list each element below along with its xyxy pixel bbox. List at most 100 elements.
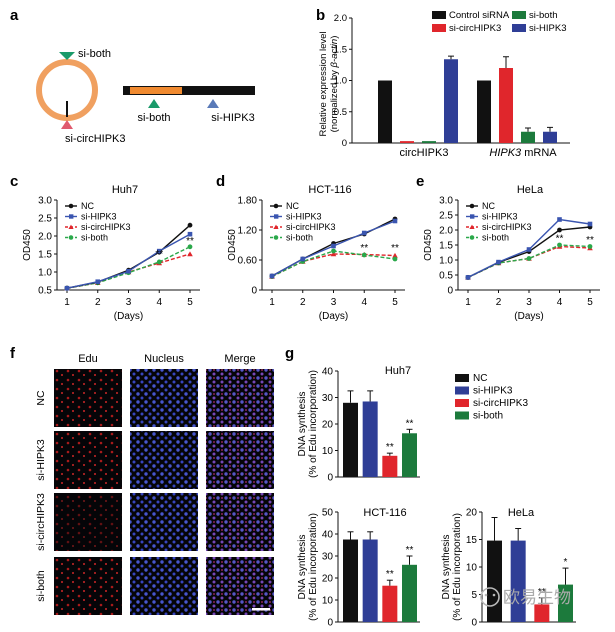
panel-f: f Edu Nucleus Merge NC si-HIPK3 si-circHIP… <box>10 345 274 615</box>
c-plot: 0.5 1.0 1.5 2.0 2.5 3.0 1 2 3 4 5 (Days) OD450 ** ** NC… <box>22 196 200 322</box>
point-si-circHIPK3 <box>392 252 398 258</box>
g-bar-si-circHIPK3 <box>382 585 398 622</box>
y-tick-label: 1.5 <box>439 241 453 252</box>
f-micrograph-cells <box>54 557 122 615</box>
point-si-both <box>361 252 367 258</box>
significance-marker: ** <box>406 418 414 429</box>
b-y-tick-label: 0.5 <box>334 107 347 118</box>
y-tick-label: 0.60 <box>238 256 258 267</box>
point-si-both <box>156 259 162 265</box>
legend-marker <box>469 235 475 240</box>
g-y-tick-label: 0 <box>327 473 333 484</box>
legend-marker <box>470 214 475 219</box>
b-bar-si-HIPK3 <box>444 59 458 143</box>
panel-a: a si-both si-circHIPK3 si-both si-HIPK3 <box>10 7 255 145</box>
y-tick-label: 2.0 <box>38 232 52 243</box>
e-plot: 0 0.5 1.0 1.5 2.0 2.5 3.0 1 2 3 4 5 (Days) OD450 ** ** N… <box>423 196 600 322</box>
panel-letter-b: b <box>316 7 325 24</box>
significance-marker: ** <box>386 569 394 580</box>
b-legend-label: si-both <box>529 10 558 21</box>
f-row-label: si-both <box>35 570 47 602</box>
panel-c: c Huh7 0.5 1.0 1.5 2.0 2.5 3.0 1 2 3 4 5 (Days) OD45… <box>10 173 200 322</box>
label-si-circhipk3: si-circHIPK3 <box>65 133 126 145</box>
legend-marker <box>469 203 475 209</box>
c-title: Huh7 <box>112 184 138 196</box>
b-ylabel-line1: Relative expression level <box>318 31 329 136</box>
f-col-nucleus: Nucleus <box>144 353 184 365</box>
g-legend-swatch <box>455 399 469 407</box>
g-bar-NC <box>343 402 358 477</box>
circ-exon-block <box>130 87 182 94</box>
x-tick-label: 2 <box>496 297 502 308</box>
significance-marker: ** <box>406 545 414 556</box>
point-si-both <box>392 256 398 262</box>
g-bar-NC <box>487 540 502 622</box>
panel-letter-d: d <box>216 173 225 190</box>
g-y-tick-label: 30 <box>322 552 334 563</box>
y-tick-label: 2.0 <box>439 226 453 237</box>
b-bar-si-circHIPK3 <box>499 68 513 143</box>
x-tick-label: 2 <box>300 297 306 308</box>
legend-marker <box>469 224 475 229</box>
b-legend-swatch <box>432 24 446 32</box>
legend-marker <box>273 235 279 240</box>
g-y-tick-label: 10 <box>322 596 334 607</box>
g-y-tick-label: 20 <box>322 574 334 585</box>
g-y-tick-label: 5 <box>471 590 477 601</box>
x-tick-label: 1 <box>465 297 471 308</box>
significance-marker: ** <box>538 587 546 598</box>
g-bar-si-both <box>402 433 417 477</box>
g-y-tick-label: 10 <box>322 446 334 457</box>
si-hipk3-marker-icon <box>207 99 219 108</box>
b-legend: Control siRNA si-circHIPK3 si-both si-HIPK3 <box>432 10 566 34</box>
g-bar-si-HIPK3 <box>362 401 378 477</box>
significance-marker: ** <box>360 243 368 254</box>
b-legend-label: si-HIPK3 <box>529 23 566 34</box>
point-si-HIPK3 <box>361 230 367 236</box>
panel-letter-c: c <box>10 173 18 190</box>
point-NC <box>187 222 193 228</box>
f-micrograph-cells <box>130 431 198 489</box>
f-micrograph-cells <box>54 493 122 551</box>
g-ylabel-line2: (% of Edu incorporation) <box>452 513 463 621</box>
significance-marker: ** <box>556 233 564 244</box>
label-si-both-ring: si-both <box>78 48 111 60</box>
label-si-both-linear: si-both <box>137 112 170 124</box>
y-tick-label: 1.0 <box>38 268 52 279</box>
significance-marker: ** <box>391 243 399 254</box>
point-si-both <box>587 244 593 249</box>
y-tick-label: 0.5 <box>38 286 52 297</box>
legend-label: si-both <box>286 233 313 243</box>
b-y-tick-label: 1.0 <box>334 76 347 87</box>
point-si-both <box>526 256 532 261</box>
g-legend-label: si-circHIPK3 <box>473 398 528 409</box>
f-micrograph-cells <box>206 493 274 551</box>
f-row-label: NC <box>35 390 47 406</box>
point-si-HIPK3 <box>557 217 562 222</box>
x-axis-label: (Days) <box>114 311 143 322</box>
x-tick-label: 4 <box>557 297 563 308</box>
g-legend-swatch <box>455 386 469 395</box>
y-axis-label: OD450 <box>423 229 434 261</box>
y-tick-label: 1.80 <box>238 196 258 207</box>
wechat-logo-eye-icon <box>484 593 488 597</box>
g-hela-title: HeLa <box>508 507 535 519</box>
b-y-tick-label: 0 <box>342 138 347 149</box>
significance-marker: ** <box>186 236 194 247</box>
g-huh7-title: Huh7 <box>385 365 411 377</box>
legend-label: NC <box>81 201 94 211</box>
y-axis-label: OD450 <box>227 229 238 261</box>
x-tick-label: 3 <box>126 297 132 308</box>
x-tick-label: 1 <box>64 297 70 308</box>
x-tick-label: 1 <box>269 297 275 308</box>
point-si-HIPK3 <box>465 275 471 280</box>
g-bar-NC <box>343 539 358 622</box>
legend-label: si-HIPK3 <box>286 212 322 222</box>
legend-marker <box>274 214 279 219</box>
g-bar-si-HIPK3 <box>362 539 378 622</box>
g-y-tick-label: 50 <box>322 508 334 519</box>
significance-marker: ** <box>155 249 163 260</box>
point-si-HIPK3 <box>269 273 275 279</box>
point-NC <box>557 227 562 233</box>
legend-label: si-circHIPK3 <box>81 222 131 232</box>
